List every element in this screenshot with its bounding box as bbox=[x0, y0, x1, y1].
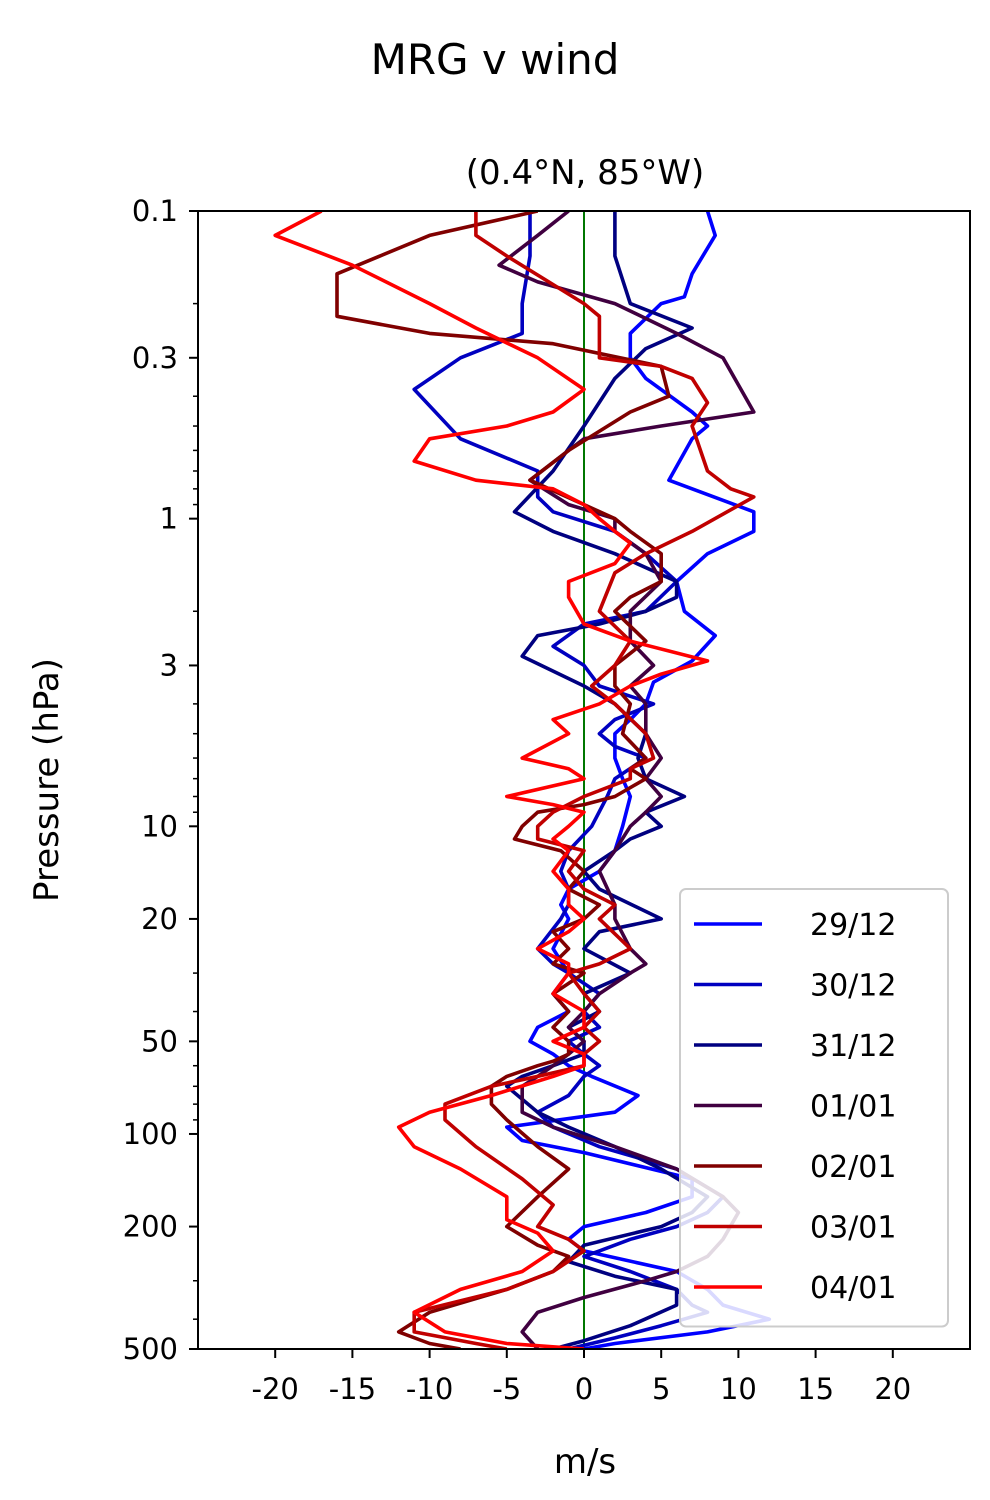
plot-area: -20 -15 -10 -5 0 5 10 15 20 0.1 0.3 1 3 10 20 50 100 200 5… bbox=[123, 194, 971, 1406]
y-tick-label: 10 bbox=[141, 809, 178, 843]
y-tick-label: 1 bbox=[160, 502, 178, 536]
y-tick-label: 20 bbox=[141, 902, 178, 936]
series-group bbox=[273, 211, 772, 1349]
legend-label: 29/12 bbox=[810, 908, 896, 943]
x-tick-label: -5 bbox=[492, 1372, 521, 1406]
y-axis-label: Pressure (hPa) bbox=[27, 658, 67, 902]
x-tick-label: 10 bbox=[720, 1372, 757, 1406]
x-tick-label: 20 bbox=[874, 1372, 911, 1406]
legend-label: 03/01 bbox=[810, 1211, 896, 1246]
series-line-04-01 bbox=[273, 211, 710, 1349]
y-tick-label: 3 bbox=[160, 648, 178, 682]
legend-label: 02/01 bbox=[810, 1150, 896, 1185]
x-tick-label: -10 bbox=[406, 1372, 453, 1406]
y-tick-label: 100 bbox=[123, 1117, 178, 1151]
chart-subtitle: (0.4°N, 85°W) bbox=[466, 153, 705, 193]
x-tick-label: 0 bbox=[575, 1372, 593, 1406]
y-tick-label: 0.3 bbox=[132, 341, 178, 375]
x-tick-label: 15 bbox=[797, 1372, 834, 1406]
legend-label: 01/01 bbox=[810, 1090, 896, 1125]
x-tick-label: 5 bbox=[652, 1372, 670, 1406]
legend-label: 04/01 bbox=[810, 1271, 896, 1306]
x-tick-label: -15 bbox=[329, 1372, 376, 1406]
y-tick-label: 500 bbox=[123, 1332, 178, 1366]
series-line-31-12 bbox=[504, 211, 710, 1349]
x-tick-label: -20 bbox=[252, 1372, 299, 1406]
legend-label: 31/12 bbox=[810, 1029, 896, 1064]
chart-title: MRG v wind bbox=[371, 35, 620, 84]
x-axis-label: m/s bbox=[554, 1442, 616, 1482]
legend-box bbox=[679, 888, 949, 1328]
legend-label: 30/12 bbox=[810, 969, 896, 1004]
y-tick-label: 50 bbox=[141, 1024, 178, 1058]
y-tick-label: 200 bbox=[123, 1210, 178, 1244]
series-line-02-01 bbox=[335, 211, 671, 1349]
y-tick-label: 0.1 bbox=[132, 194, 178, 228]
